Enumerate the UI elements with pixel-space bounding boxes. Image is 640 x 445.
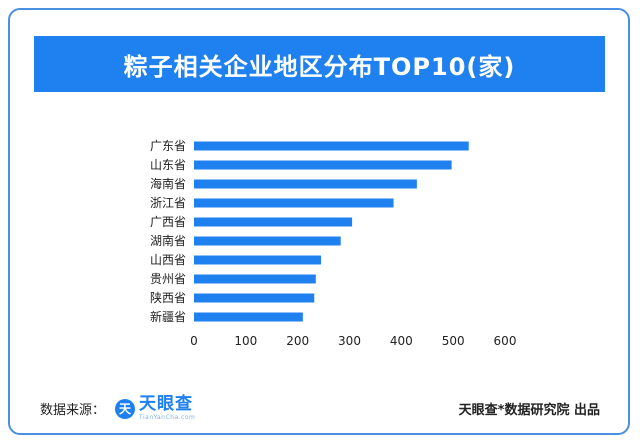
bar [194, 217, 353, 227]
bar [194, 141, 469, 151]
category-label: 浙江省 [150, 196, 186, 210]
category-label: 广东省 [150, 139, 186, 153]
category-label: 陕西省 [150, 290, 186, 305]
bar [194, 293, 315, 303]
logo-subtext: TianYanCha.com [139, 414, 196, 421]
title-banner: 粽子相关企业地区分布TOP10(家) [34, 36, 605, 92]
x-tick-label: 300 [338, 334, 361, 348]
bar [194, 179, 417, 189]
category-label: 湖南省 [150, 233, 186, 248]
x-tick-label: 400 [390, 334, 413, 348]
tianyancha-logo: 天 天眼查 TianYanCha.com [115, 396, 195, 421]
logo-name: 天眼查 [139, 394, 194, 414]
x-tick-label: 100 [234, 334, 257, 348]
x-tick-label: 500 [442, 334, 465, 348]
bar [194, 312, 303, 322]
x-tick-label: 600 [494, 334, 517, 348]
x-tick-label: 0 [190, 334, 198, 348]
category-label: 山东省 [150, 158, 186, 172]
logo-mark-icon: 天 [115, 398, 136, 419]
bar [194, 255, 321, 265]
category-label: 海南省 [150, 176, 186, 191]
chart-title: 粽子相关企业地区分布TOP10(家) [123, 52, 516, 81]
category-label: 新疆省 [150, 309, 186, 324]
category-label: 广西省 [150, 215, 186, 229]
source-label: 数据来源： [40, 403, 106, 418]
x-tick-label: 200 [286, 334, 309, 348]
bar [194, 160, 452, 170]
source-attribution: 数据来源： 天 天眼查 TianYanCha.com [40, 396, 195, 421]
bar [194, 236, 341, 246]
bar [194, 198, 394, 208]
bar [194, 274, 316, 284]
category-label: 山西省 [150, 253, 186, 267]
credit-text: 天眼查*数据研究院 出品 [458, 403, 600, 418]
category-label: 贵州省 [150, 272, 186, 286]
